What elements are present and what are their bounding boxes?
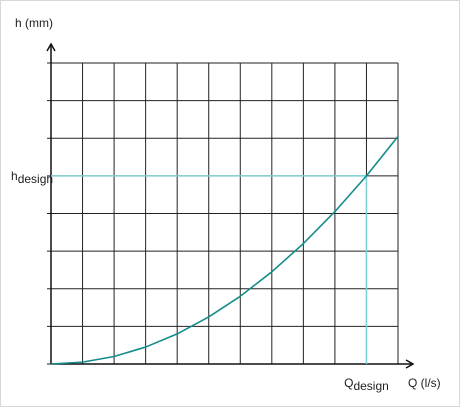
q-design-label-main: Q	[344, 376, 353, 390]
curve	[50, 135, 399, 365]
x-axis-label: Q (l/s)	[408, 376, 441, 390]
y-axis-arrow	[46, 42, 56, 52]
h-design-label-main: h	[11, 169, 18, 183]
h-design-label: hdesign	[11, 169, 53, 186]
q-design-label: Qdesign	[344, 376, 389, 393]
x-axis-arrow	[405, 359, 415, 369]
y-axis-label: h (mm)	[15, 16, 53, 30]
q-design-label-sub: design	[353, 379, 388, 393]
h-design-label-sub: design	[18, 172, 53, 186]
